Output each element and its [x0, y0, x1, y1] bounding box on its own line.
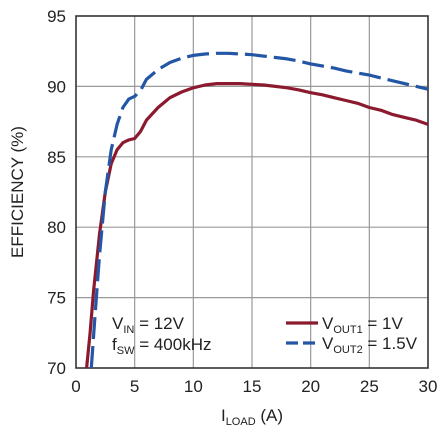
y-tick-label: 95 — [47, 7, 66, 26]
series-layer — [85, 51, 428, 368]
x-tick-label: 30 — [419, 377, 438, 396]
y-tick-label: 85 — [47, 148, 66, 167]
grid-layer — [75, 15, 429, 369]
plot-frame — [75, 15, 429, 369]
x-tick-label: 0 — [71, 377, 80, 396]
series-line-2 — [89, 51, 428, 368]
x-tick-label: 20 — [301, 377, 320, 396]
y-tick-label: 75 — [47, 289, 66, 308]
legend-label-2: VOUT2 = 1.5V — [322, 334, 418, 356]
x-tick-label: 10 — [184, 377, 203, 396]
x-axis-label: ILOAD (A) — [221, 406, 283, 428]
ticks-layer: 0 5 10 15 20 25 30 70 75 80 85 90 95 ILOAD (A) EFFICIE… — [8, 7, 437, 428]
y-tick-label: 70 — [47, 359, 66, 378]
x-tick-label: 15 — [243, 377, 262, 396]
annotation-line-1: VIN = 12V — [112, 314, 185, 336]
y-tick-label: 80 — [47, 218, 66, 237]
annotation-line-2: fSW = 400kHz — [112, 335, 211, 357]
y-axis-label: EFFICIENCY (%) — [8, 126, 27, 258]
legend-label-1: VOUT1 = 1V — [322, 314, 404, 336]
y-tick-label: 90 — [47, 77, 66, 96]
x-tick-label: 25 — [360, 377, 379, 396]
series-line-1 — [85, 81, 428, 368]
x-tick-label: 5 — [130, 377, 139, 396]
